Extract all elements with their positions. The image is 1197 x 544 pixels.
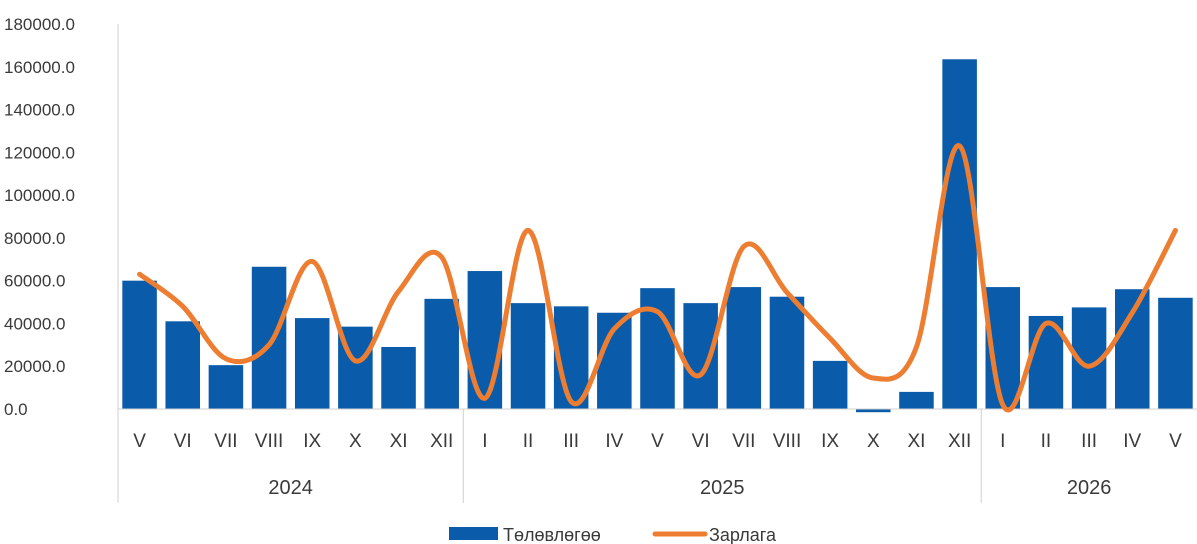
line-series-expense [137, 143, 1178, 413]
x-tick-label: IX [303, 431, 321, 452]
x-tick-label: VIII [773, 431, 802, 452]
bar [1114, 289, 1150, 409]
x-tick-label: V [1169, 431, 1182, 452]
x-tick-label: I [1000, 431, 1005, 452]
bar [467, 271, 503, 409]
y-tick-label: 60000.0 [4, 272, 65, 291]
y-tick-label: 180000.0 [4, 15, 75, 34]
x-axis-categories: V VI VII VIII IX X XI XII I II III IV V VI VII VIII IX X X… [133, 431, 1182, 452]
x-tick-label: XI [390, 431, 408, 452]
legend-bar-label: Төлөвлөгөө [503, 525, 601, 544]
x-tick-label: VII [732, 431, 755, 452]
bar [769, 296, 805, 409]
legend: Төлөвлөгөө Зарлага [449, 525, 777, 544]
bar [510, 303, 546, 409]
y-tick-label: 80000.0 [4, 229, 65, 248]
y-tick-label: 40000.0 [4, 314, 65, 333]
x-tick-label: X [349, 431, 362, 452]
x-tick-label: II [1041, 431, 1052, 452]
y-axis-ticks: 0.0 20000.0 40000.0 60000.0 80000.0 100000.0 1… [4, 15, 75, 419]
bar [899, 391, 934, 409]
x-tick-label: VI [174, 431, 192, 452]
year-group-label: 2026 [1067, 477, 1112, 499]
legend-line-label: Зарлага [709, 525, 777, 544]
bar [726, 287, 762, 409]
y-tick-label: 100000.0 [4, 186, 75, 205]
legend-bar-swatch [449, 527, 498, 540]
x-tick-label: VI [692, 431, 710, 452]
bar [165, 321, 201, 409]
bar [251, 266, 287, 409]
x-axis-year-groups: 2024 2025 2026 [268, 409, 1111, 503]
bar [294, 318, 330, 409]
year-group-label: 2024 [268, 477, 313, 499]
bar [208, 365, 244, 409]
y-tick-label: 0.0 [4, 400, 28, 419]
x-tick-label: I [482, 431, 487, 452]
x-tick-label: IV [1123, 431, 1141, 452]
x-tick-label: V [651, 431, 664, 452]
y-tick-label: 120000.0 [4, 143, 75, 162]
bar [640, 288, 675, 409]
x-tick-label: XII [948, 431, 971, 452]
x-tick-label: II [523, 431, 534, 452]
bar [856, 409, 891, 413]
x-tick-label: X [867, 431, 880, 452]
bar [381, 346, 416, 409]
x-tick-label: III [563, 431, 579, 452]
x-tick-label: III [1081, 431, 1097, 452]
y-tick-label: 160000.0 [4, 58, 75, 77]
bar [942, 59, 977, 410]
x-tick-label: IV [605, 431, 623, 452]
y-tick-label: 140000.0 [4, 101, 75, 120]
bar [122, 280, 157, 409]
year-group-label: 2025 [700, 477, 745, 499]
x-tick-label: VIII [255, 431, 284, 452]
x-tick-label: V [133, 431, 146, 452]
bar [812, 360, 848, 409]
bar [424, 298, 459, 409]
x-tick-label: XII [430, 431, 453, 452]
x-tick-label: IX [821, 431, 839, 452]
y-tick-label: 20000.0 [4, 357, 65, 376]
bar-series-plan [122, 59, 1193, 413]
x-tick-label: VII [214, 431, 237, 452]
x-tick-label: XI [907, 431, 925, 452]
bar [1158, 297, 1193, 409]
